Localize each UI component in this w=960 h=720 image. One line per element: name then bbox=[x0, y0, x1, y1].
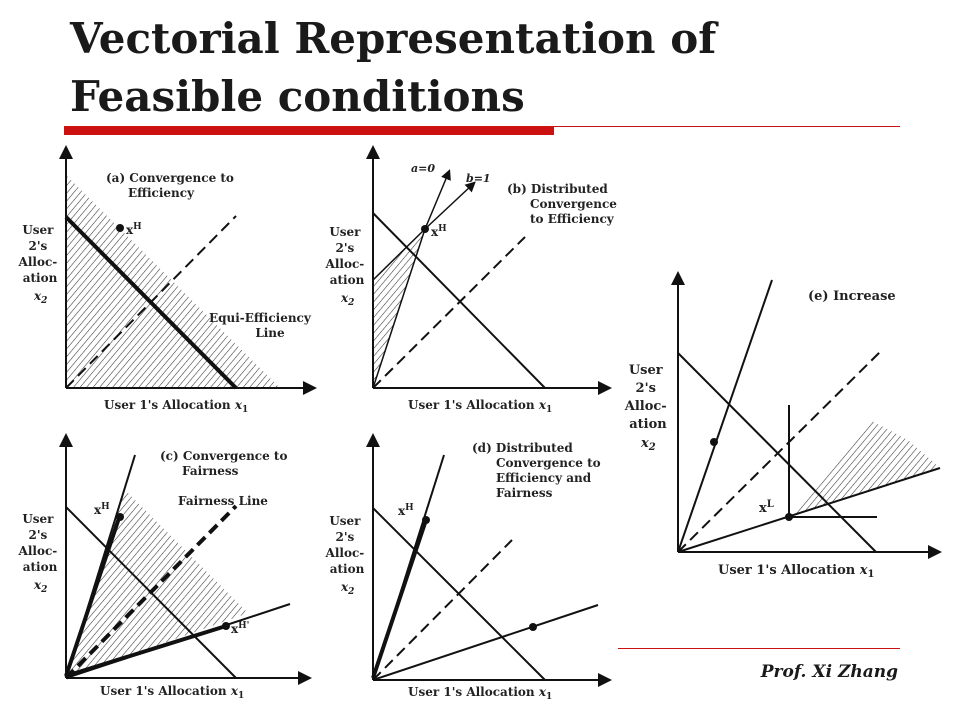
panel-a-point-xh bbox=[116, 224, 124, 232]
title-underline-thick bbox=[64, 126, 554, 135]
panel-d-y-label: User 2's Alloc- ation bbox=[325, 514, 369, 576]
panel-d-point-lower bbox=[529, 623, 537, 631]
panel-d-y-var: x2 bbox=[340, 580, 354, 597]
panel-e-y-label: User 2's Alloc- ation bbox=[624, 363, 671, 432]
panel-a-caption: (a) Convergence to Efficiency bbox=[106, 171, 238, 200]
panel-e-point-xl bbox=[785, 513, 793, 521]
panel-c-y-var: x2 bbox=[33, 578, 47, 595]
panel-e-point-label: xL bbox=[759, 499, 774, 516]
slide-title-line-2: Feasible conditions bbox=[70, 72, 525, 121]
panel-e-x-label: User 1's Allocation x1 bbox=[718, 563, 874, 580]
panel-d-point-xh bbox=[422, 516, 430, 524]
panel-c-x-label: User 1's Allocation x1 bbox=[100, 684, 244, 701]
panel-d-point-label: xH bbox=[398, 503, 414, 518]
panel-c: xH xH' (c) Convergence to Fairness Fairn… bbox=[18, 433, 312, 701]
panel-b-vector-b1 bbox=[424, 181, 476, 230]
panel-b-y-var: x2 bbox=[340, 291, 354, 308]
panel-b-point-xh bbox=[421, 225, 429, 233]
title-underline-thin bbox=[554, 126, 900, 127]
panel-e-hatched-region bbox=[789, 420, 940, 517]
panel-c-segment-xh bbox=[64, 514, 122, 677]
panel-b-point-label: xH bbox=[431, 224, 447, 239]
panel-e-caption: (e) Increase bbox=[808, 289, 896, 304]
panel-b-x-label: User 1's Allocation x1 bbox=[408, 398, 552, 415]
slide-title: Vectorial Representation of Feasible con… bbox=[70, 10, 716, 126]
panel-e-fairness-line bbox=[677, 351, 881, 553]
panel-e-ray-lower bbox=[677, 467, 941, 553]
panel-b-caption: (b) Distributed Convergence to Efficienc… bbox=[507, 182, 621, 226]
panel-b-vector-a0 bbox=[424, 169, 451, 230]
panel-a-annotation: Equi-Efficiency Line bbox=[209, 311, 315, 340]
panel-c-annotation: Fairness Line bbox=[178, 494, 268, 508]
panel-c-point-xh-label: xH bbox=[94, 502, 110, 517]
slide-title-line-1: Vectorial Representation of bbox=[70, 14, 717, 63]
panel-b-line-to-xh bbox=[372, 228, 426, 281]
panel-b-vector-a-label: a=0 bbox=[411, 162, 435, 175]
panel-c-point-xh-prime-label: xH' bbox=[231, 621, 249, 636]
footer-author: Prof. Xi Zhang bbox=[760, 662, 898, 682]
panel-c-point-xh bbox=[116, 513, 124, 521]
panel-a-y-label: User 2's Alloc- ation bbox=[18, 223, 62, 285]
panel-a-x-label: User 1's Allocation x1 bbox=[104, 398, 248, 415]
panel-d-ray-xh-bold bbox=[371, 519, 428, 679]
panel-a-hatched-region bbox=[66, 175, 280, 388]
panel-a-y-var: x2 bbox=[33, 289, 47, 306]
panel-d: xH (d) Distributed Convergence to Effici… bbox=[325, 433, 612, 702]
panel-d-caption: (d) Distributed Convergence to Efficienc… bbox=[472, 441, 605, 500]
panel-e-point-upper bbox=[710, 438, 718, 446]
panel-b: xH a=0 b=1 (b) Distributed Convergence t… bbox=[325, 145, 621, 415]
panel-a-fairness-line bbox=[65, 215, 237, 389]
panel-d-x-label: User 1's Allocation x1 bbox=[408, 685, 552, 702]
panel-a-point-label: xH bbox=[126, 222, 142, 237]
panel-b-ray-to-xh bbox=[372, 228, 426, 389]
panel-c-point-xh-prime bbox=[222, 622, 230, 630]
panel-e: xL (e) Increase User 2's Alloc- ation x2… bbox=[624, 271, 942, 580]
panel-c-fairness-line bbox=[64, 504, 238, 680]
panel-c-segment-xh-prime bbox=[65, 624, 227, 678]
panel-b-efficiency-line bbox=[372, 212, 546, 389]
panel-d-ray-lower bbox=[372, 604, 599, 681]
panel-b-vector-b-label: b=1 bbox=[466, 172, 491, 185]
panel-a: xH (a) Convergence to Efficiency Equi-Ef… bbox=[18, 145, 317, 415]
panel-c-y-label: User 2's Alloc- ation bbox=[18, 512, 62, 574]
panel-c-caption: (c) Convergence to Fairness bbox=[160, 449, 292, 478]
panel-b-fairness-line bbox=[372, 236, 526, 389]
panel-e-y-var: x2 bbox=[640, 436, 656, 453]
panel-e-efficiency-line bbox=[677, 352, 877, 553]
panel-e-ray-steep bbox=[677, 279, 773, 553]
panel-b-y-label: User 2's Alloc- ation bbox=[325, 225, 369, 287]
footer-rule bbox=[618, 648, 900, 649]
